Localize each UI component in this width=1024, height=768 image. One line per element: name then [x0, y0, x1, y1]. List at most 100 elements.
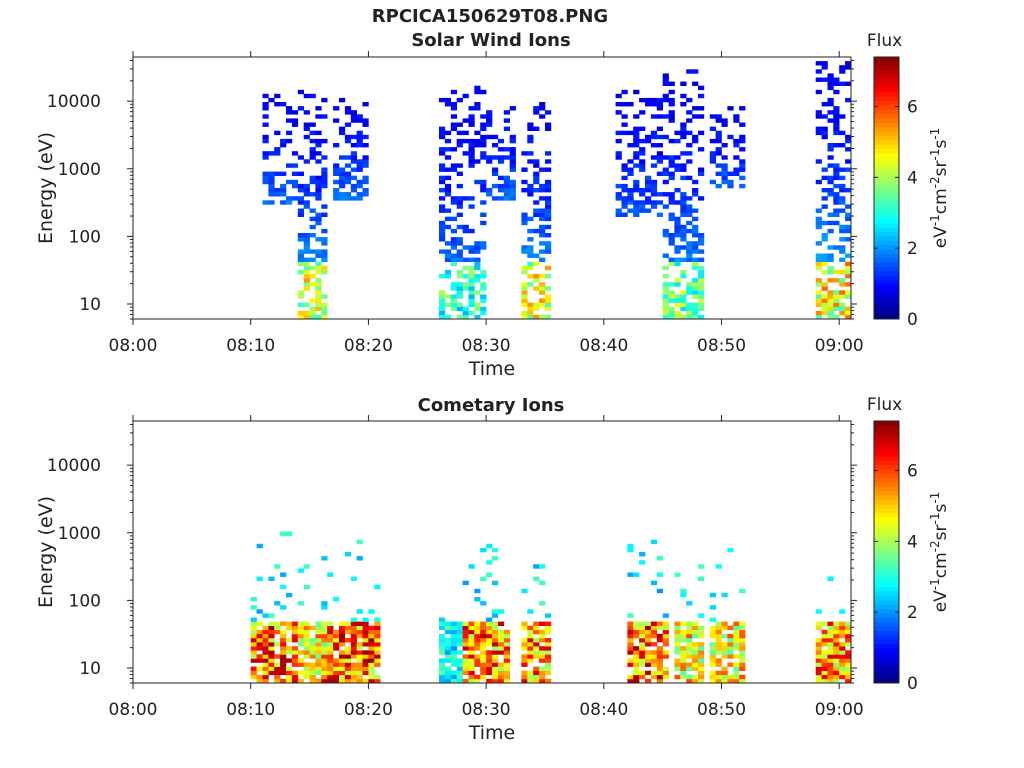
flux-cell: [527, 650, 534, 655]
flux-cell: [274, 674, 281, 680]
flux-cell: [821, 261, 828, 267]
flux-cell: [439, 310, 446, 316]
flux-cell: [309, 249, 316, 254]
flux-cell: [686, 646, 693, 651]
flux-cell: [291, 674, 299, 680]
flux-cell: [321, 654, 328, 659]
flux-cell: [692, 629, 699, 635]
flux-cell: [468, 633, 475, 639]
flux-cell: [309, 666, 316, 671]
flux-cell: [462, 265, 469, 271]
flux-cell: [368, 638, 375, 643]
flux-cell: [297, 662, 304, 667]
flux-cell: [262, 175, 269, 181]
colorbar-segment: [874, 656, 899, 662]
flux-cell: [444, 241, 452, 246]
flux-cell: [374, 650, 381, 655]
flux-cell: [368, 609, 375, 614]
flux-burst: [321, 539, 381, 684]
flux-cell: [674, 220, 681, 226]
flux-cell: [680, 654, 687, 659]
colorbar-segment: [874, 201, 899, 206]
flux-cell: [321, 237, 328, 242]
flux-cell: [833, 306, 840, 312]
flux-cell: [833, 621, 840, 626]
flux-cell: [356, 118, 363, 123]
flux-cell: [645, 678, 652, 684]
flux-cell: [521, 302, 528, 307]
flux-cell: [344, 650, 352, 655]
flux-cell: [439, 134, 446, 140]
flux-cell: [456, 666, 463, 671]
flux-cell: [291, 654, 299, 659]
flux-cell: [497, 609, 505, 614]
flux-cell: [656, 658, 663, 663]
flux-cell: [468, 106, 475, 111]
flux-cell: [356, 163, 363, 168]
flux-cell: [821, 130, 828, 136]
flux-cell: [309, 257, 316, 262]
flux-cell: [656, 556, 663, 561]
flux-cell: [497, 650, 505, 655]
x-tick-label: 08:10: [226, 336, 275, 356]
flux-cell: [686, 228, 693, 234]
flux-cell: [662, 274, 669, 279]
flux-cell: [633, 130, 640, 136]
flux-cell: [727, 646, 734, 651]
flux-cell: [327, 572, 334, 577]
flux-cell: [721, 592, 728, 598]
flux-cell: [362, 188, 369, 193]
flux-cell: [733, 155, 740, 160]
colorbar-tick-label: 2: [907, 239, 918, 259]
flux-cell: [280, 138, 287, 144]
flux-cell: [633, 629, 640, 635]
flux-cell: [839, 257, 846, 262]
flux-cell: [539, 106, 546, 111]
flux-cell: [715, 658, 722, 663]
flux-cell: [309, 130, 316, 136]
flux-cell: [444, 192, 452, 197]
flux-cell: [833, 183, 840, 189]
flux-cell: [321, 175, 328, 181]
flux-cell: [280, 143, 287, 148]
flux-cell: [468, 282, 475, 287]
flux-cell: [486, 666, 493, 671]
flux-cell: [815, 650, 822, 655]
flux-cell: [668, 163, 675, 168]
flux-cell: [721, 163, 728, 168]
flux-cell: [474, 658, 481, 663]
flux-cell: [839, 208, 846, 213]
flux-cell: [327, 621, 334, 626]
flux-cell: [356, 183, 363, 189]
flux-cell: [633, 143, 640, 148]
flux-cell: [739, 629, 746, 635]
flux-cell: [280, 658, 287, 663]
flux-cell: [545, 646, 552, 651]
flux-cell: [462, 196, 469, 201]
flux-cell: [692, 633, 699, 639]
flux-cell: [639, 629, 646, 635]
flux-cell: [521, 212, 528, 217]
flux-cell: [674, 278, 681, 283]
colorbar-segment: [874, 270, 899, 276]
flux-cell: [468, 302, 475, 307]
flux-cell: [668, 294, 675, 299]
colorbar-segment: [874, 665, 899, 671]
flux-cell: [474, 646, 481, 651]
flux-cell: [315, 658, 322, 663]
flux-cell: [827, 662, 834, 667]
flux-cell: [733, 143, 740, 148]
flux-cell: [821, 233, 828, 238]
flux-cell: [303, 188, 310, 193]
flux-cell: [474, 306, 481, 312]
flux-cell: [815, 208, 822, 213]
y-tick-label: 10000: [47, 92, 101, 112]
flux-cell: [315, 237, 322, 242]
flux-cell: [439, 666, 446, 671]
flux-cell: [674, 572, 681, 577]
flux-cell: [527, 188, 534, 193]
flux-cell: [315, 106, 322, 111]
x-tick-label: 08:30: [462, 336, 511, 356]
flux-cell: [297, 257, 304, 262]
flux-cell: [344, 662, 352, 667]
